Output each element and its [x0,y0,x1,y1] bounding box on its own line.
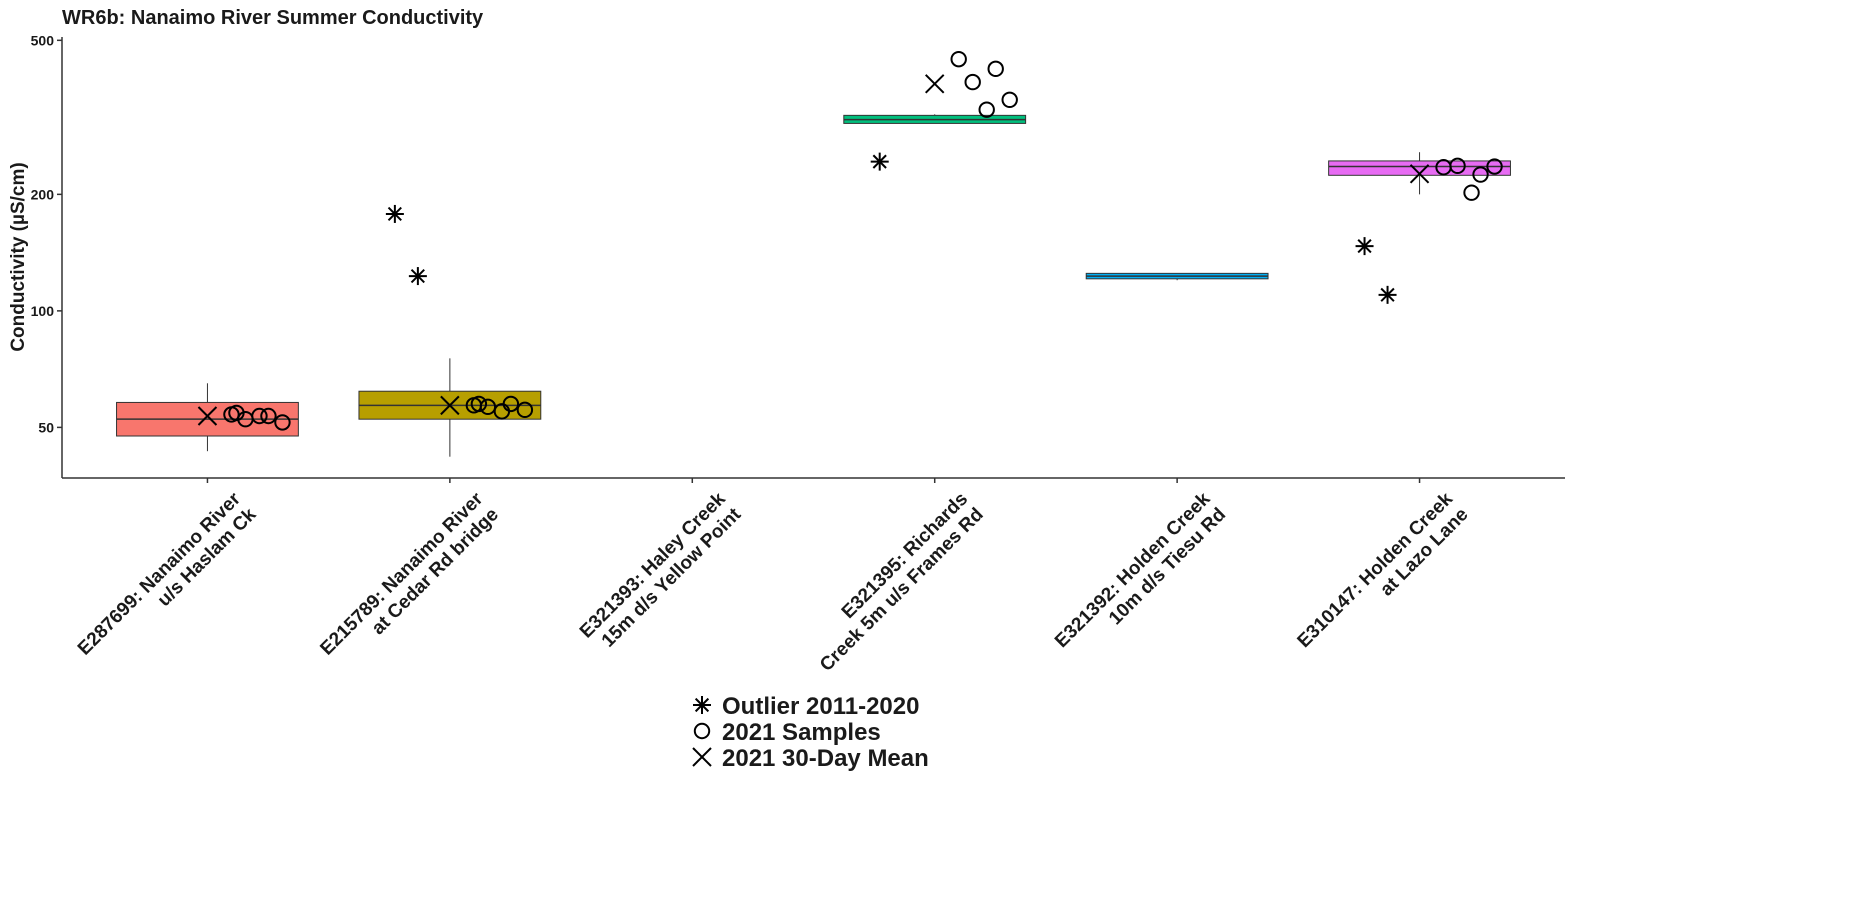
outlier-point [693,696,711,714]
y-tick-label: 50 [38,419,54,435]
cross-stroke [692,747,712,767]
outlier-point [1355,237,1374,256]
asterisk-stroke [410,269,425,284]
asterisk-stroke [1380,287,1395,302]
sample-point [274,414,291,431]
cross-stroke [925,74,945,94]
sample-point [228,404,245,422]
outlier-point [1378,285,1397,304]
y-axis-label: Conductivity (µS/cm) [8,162,29,351]
mean-point [1409,164,1430,184]
mean-point [692,747,712,767]
sample-point [987,60,1004,78]
mean-point [197,406,218,426]
cross-stroke [1409,164,1430,184]
sample-point [978,101,995,118]
y-tick-label: 100 [31,303,55,319]
sample-point [470,395,488,413]
y-tick-label: 500 [31,32,55,48]
legend-label: 2021 Samples [722,719,881,746]
cross-stroke [440,395,460,416]
legend-label: 2021 30-Day Mean [722,745,929,772]
cross-stroke [197,406,218,426]
asterisk-stroke [387,206,402,222]
outlier-point [385,204,404,223]
sample-point [964,73,981,91]
x-tick-label-line: E321395: Richards [838,489,972,623]
sample-point [251,407,268,425]
x-tick-label-line: E310147: Holden Creek [1294,488,1458,652]
x-tick-label-line: E215789: Nanaimo River [316,488,487,659]
legend-label: Outlier 2011-2020 [722,693,919,720]
y-tick-label: 200 [31,186,55,202]
sample-point [516,401,534,419]
x-tick-label-line: Creek 5m u/s Frames Rd [816,504,988,676]
x-tick-label-line: E321392: Holden Creek [1051,488,1215,652]
sample-point [1001,91,1018,109]
outlier-point [408,267,427,286]
asterisk-stroke [694,697,710,713]
sample-point [260,407,277,425]
mean-point [440,395,460,416]
asterisk-stroke [872,154,887,169]
sample-point [1449,157,1466,175]
sample-point [1486,158,1503,175]
chart-title: WR6b: Nanaimo River Summer Conductivity [62,7,484,29]
x-tick-label-line: E287699: Nanaimo River [74,488,245,659]
x-tick-label-line: 15m d/s Yellow Point [598,504,746,652]
x-tick-label-line: E321393: Haley Creek [576,488,730,642]
sample-point [950,50,967,68]
mean-point [925,74,945,94]
sample-point [1472,166,1489,183]
asterisk-stroke [1357,239,1372,254]
outlier-point [870,152,889,171]
sample-point [493,403,511,420]
sample-point [693,722,711,740]
sample-point [1463,184,1480,201]
